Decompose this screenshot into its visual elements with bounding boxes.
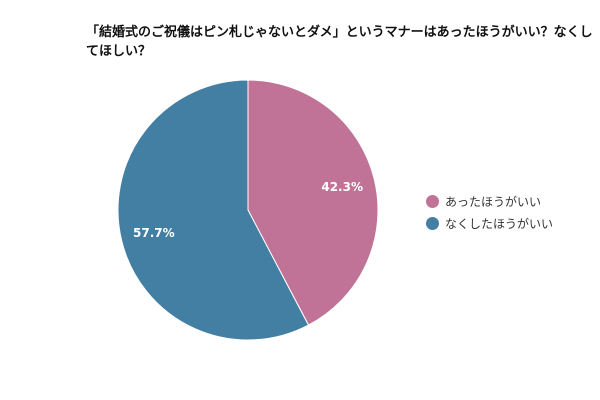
- data-label: 57.7%: [133, 226, 175, 240]
- legend-swatch: [426, 216, 439, 230]
- legend: あったほうがいい なくしたほうがいい: [426, 190, 553, 234]
- legend-item: あったほうがいい: [426, 190, 553, 212]
- legend-swatch: [426, 194, 439, 208]
- legend-label: あったほうがいい: [445, 194, 542, 209]
- data-label: 42.3%: [321, 180, 363, 194]
- pie-slice: [117, 79, 310, 341]
- legend-label: なくしたほうがいい: [445, 216, 554, 231]
- chart-title: 「結婚式のご祝儀はピン札じゃないとダメ」というマナーはあったほうがいい？なくして…: [86, 25, 593, 59]
- legend-item: なくしたほうがいい: [426, 212, 553, 234]
- pie-slice: [247, 79, 379, 326]
